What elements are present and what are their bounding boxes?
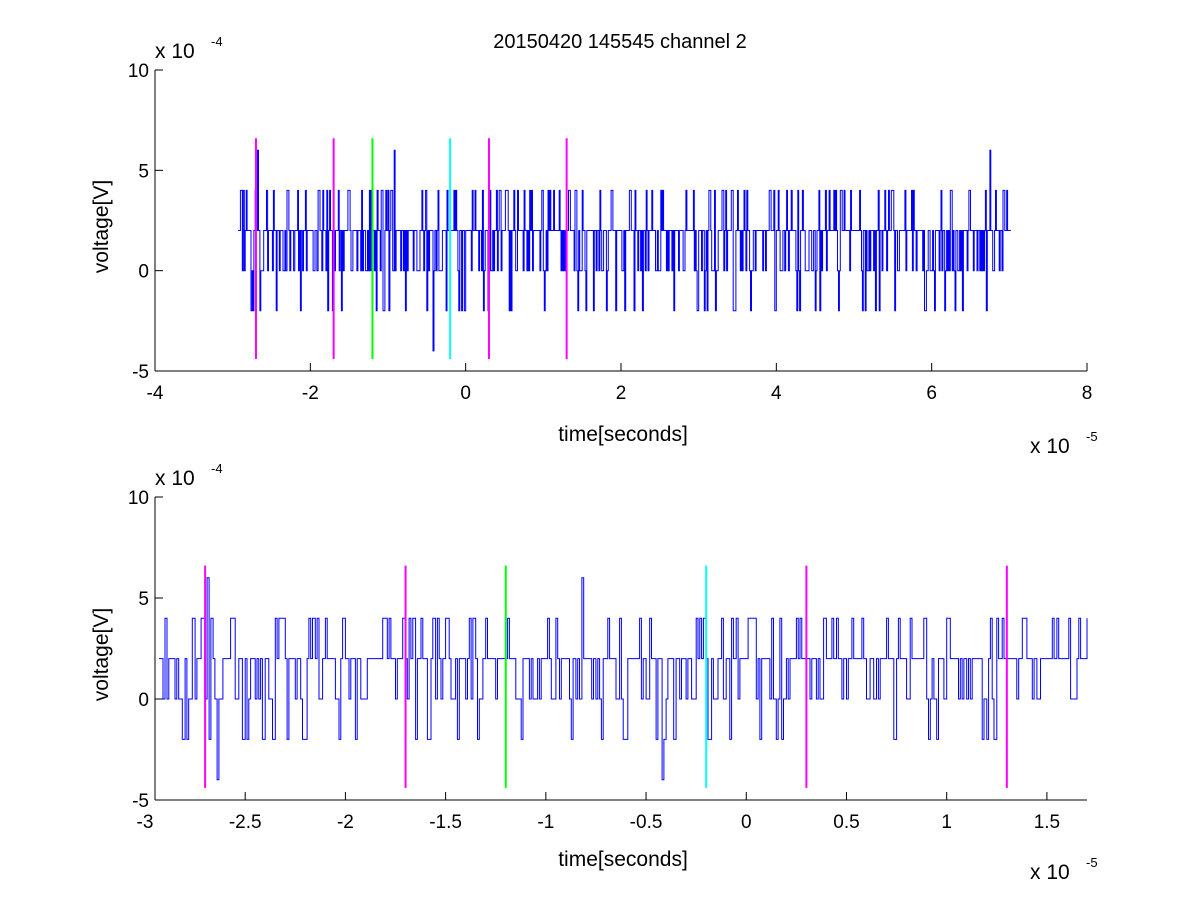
y-tick-label: 0 [138, 262, 149, 283]
x-tick-label: 0.5 [833, 812, 859, 833]
x-tick-label: 0 [741, 812, 752, 833]
x-tick-label: -4 [147, 383, 164, 404]
y-axis-label: voltage[V] [90, 608, 113, 701]
x-tick-label: 4 [771, 383, 782, 404]
y-multiplier-exponent: -4 [211, 34, 223, 49]
y-tick-label: -5 [132, 791, 149, 812]
top-subplot: -4 -2 0 2 4 6 8 -5 0 5 10 time[seconds] voltage[V] x … [90, 34, 1098, 458]
x-tick-label: 1 [941, 812, 952, 833]
x-tick-label: -2 [337, 812, 354, 833]
x-tick-label: 0 [460, 383, 471, 404]
x-axis-label: time[seconds] [558, 848, 688, 871]
x-tick-label: 6 [926, 383, 937, 404]
y-tick-label: 10 [128, 488, 149, 509]
x-multiplier-exponent: -5 [1086, 429, 1098, 444]
x-multiplier-exponent: -5 [1086, 855, 1098, 870]
x-multiplier-label: x 10 [1030, 435, 1070, 458]
y-multiplier-label: x 10 [155, 40, 195, 63]
figure-title: 20150420 145545 channel 2 [493, 31, 747, 53]
x-multiplier-label: x 10 [1030, 861, 1070, 884]
y-tick-label: 10 [128, 61, 149, 82]
x-tick-label: 2 [616, 383, 627, 404]
x-tick-label: -3 [137, 812, 154, 833]
x-axis-label: time[seconds] [558, 423, 688, 446]
y-axis-label: voltage[V] [90, 180, 113, 273]
x-tick-label: 8 [1082, 383, 1093, 404]
voltage-trace [238, 149, 1011, 352]
x-tick-label: 1.5 [1034, 812, 1060, 833]
y-tick-label: 0 [138, 690, 149, 711]
x-tick-label: -0.5 [630, 812, 663, 833]
x-tick-label: -2.5 [229, 812, 262, 833]
x-tick-label: -2 [302, 383, 319, 404]
y-multiplier-label: x 10 [155, 467, 195, 490]
y-tick-label: 5 [138, 161, 149, 182]
bottom-subplot: -3 -2.5 -2 -1.5 -1 -0.5 0 0.5 1 1.5 -5 0 5 10 time[sec… [90, 461, 1098, 884]
x-tick-label: -1 [537, 812, 554, 833]
y-tick-label: -5 [132, 362, 149, 383]
y-tick-label: 5 [138, 589, 149, 610]
x-tick-label: -1.5 [429, 812, 462, 833]
voltage-trace [159, 577, 1088, 781]
y-multiplier-exponent: -4 [211, 461, 223, 476]
